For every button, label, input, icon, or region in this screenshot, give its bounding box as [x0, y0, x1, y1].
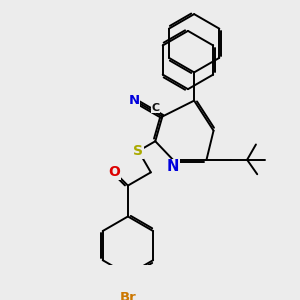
Text: Br: Br [119, 291, 136, 300]
Text: N: N [128, 94, 140, 107]
Text: C: C [152, 103, 160, 113]
Text: N: N [167, 159, 179, 174]
Text: S: S [134, 144, 143, 158]
Text: O: O [108, 165, 120, 179]
